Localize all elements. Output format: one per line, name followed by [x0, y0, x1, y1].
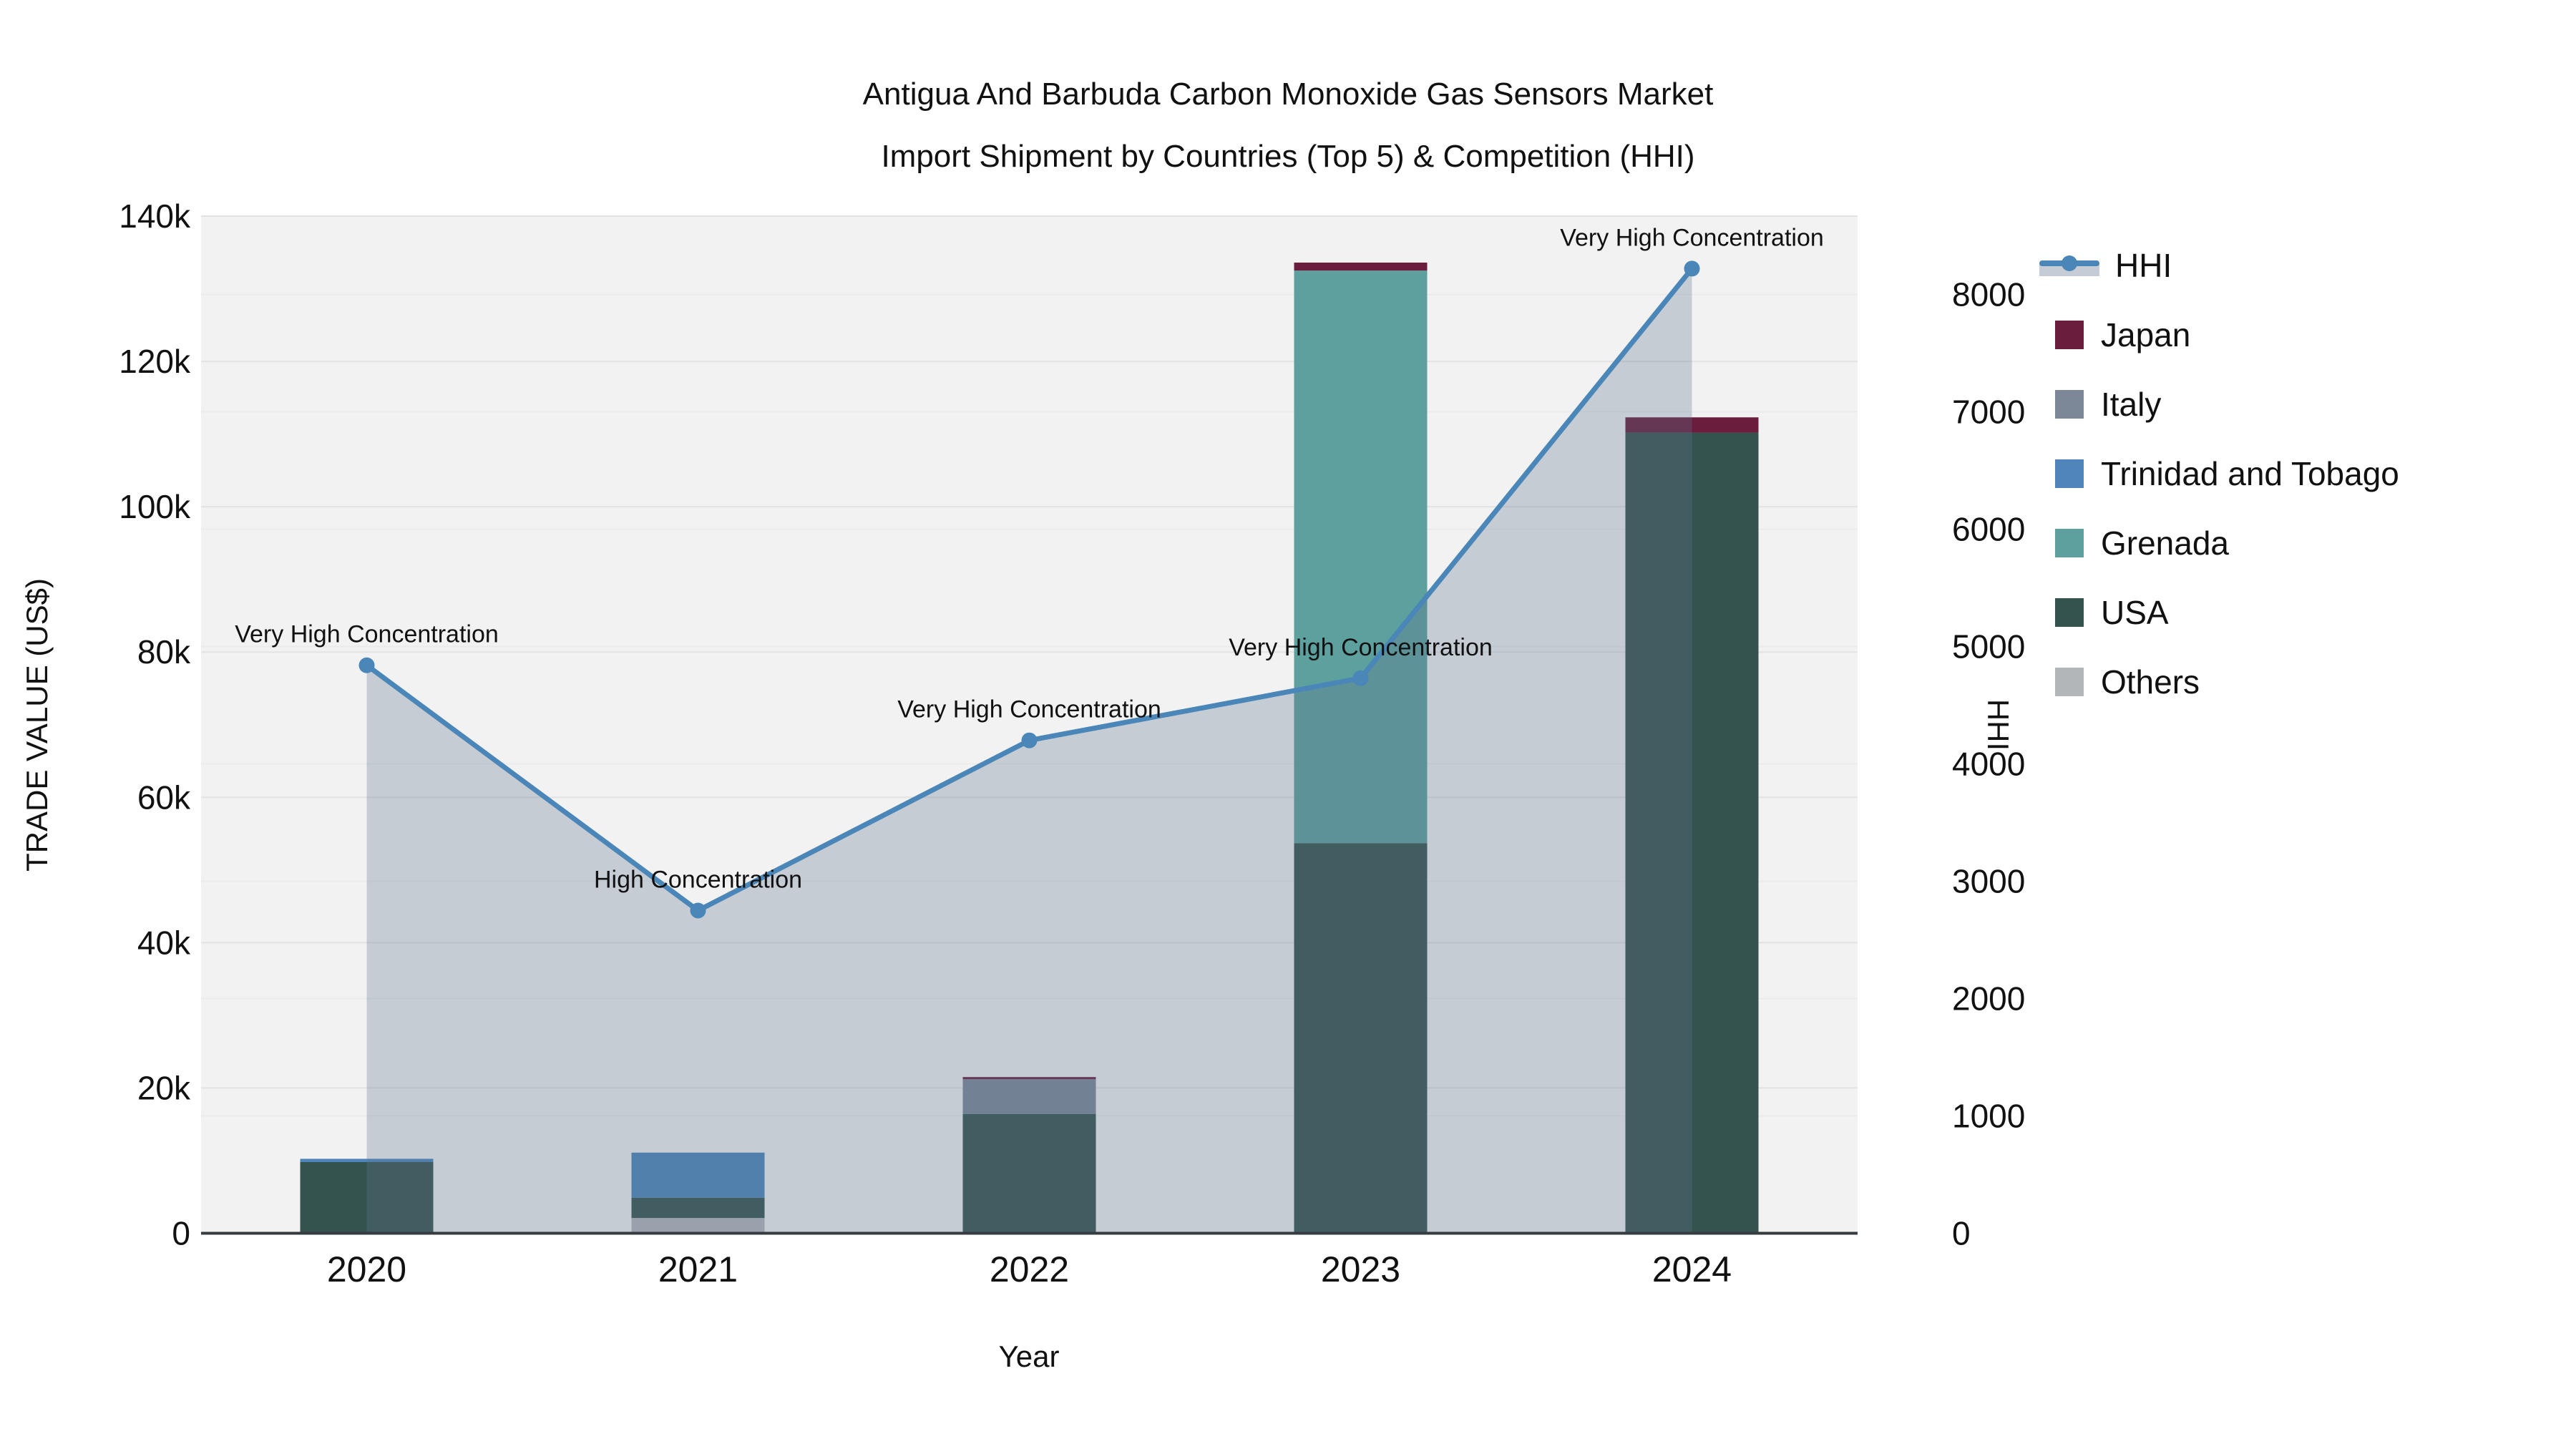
legend-color-swatch-icon [2055, 459, 2084, 488]
legend-item-grenada[interactable]: Grenada [2039, 508, 2399, 577]
y-left-tick-80k: 80k [137, 633, 191, 670]
y-left-tick-20k: 20k [137, 1069, 191, 1106]
legend-item-label: Italy [2101, 385, 2162, 423]
legend-item-italy[interactable]: Italy [2039, 369, 2399, 439]
y-right-tick-4000: 4000 [1952, 746, 2025, 783]
x-tick-2021: 2021 [658, 1249, 738, 1289]
legend-item-label: USA [2101, 593, 2169, 631]
legend-color-swatch-icon [2055, 667, 2084, 696]
hhi-marker-2024[interactable] [1684, 260, 1700, 277]
legend-item-label: Trinidad and Tobago [2101, 454, 2399, 492]
legend-item-usa[interactable]: USA [2039, 577, 2399, 647]
x-axis-title: Year [998, 1340, 1060, 1373]
y-left-tick-120k: 120k [119, 343, 191, 380]
y-right-tick-6000: 6000 [1952, 511, 2025, 548]
y-right-tick-3000: 3000 [1952, 863, 2025, 900]
legend: HHI Japan Italy Trinidad and Tobago Grenada U… [2039, 230, 2399, 716]
legend-item-japan[interactable]: Japan [2039, 300, 2399, 369]
legend-color-swatch-icon [2055, 528, 2084, 557]
annotation-2024: Very High Concentration [1560, 224, 1824, 251]
bar-usa-2024[interactable] [1625, 432, 1759, 1234]
annotation-2023: Very High Concentration [1229, 634, 1493, 661]
legend-color-swatch-icon [2055, 389, 2084, 419]
chart-title-line1: Antigua And Barbuda Carbon Monoxide Gas … [862, 77, 1714, 112]
x-tick-2020: 2020 [327, 1249, 406, 1289]
bar-usa-2021[interactable] [631, 1197, 765, 1219]
y-right-tick-0: 0 [1952, 1215, 1971, 1252]
hhi-marker-2021[interactable] [690, 902, 706, 919]
hhi-area-fill [366, 268, 1692, 1234]
legend-color-swatch-icon [2055, 320, 2084, 349]
legend-item-label: Others [2101, 663, 2200, 701]
legend-item-label: Japan [2101, 316, 2191, 353]
x-tick-2022: 2022 [990, 1249, 1069, 1289]
bar-japan-2022[interactable] [962, 1077, 1096, 1080]
y-right-tick-2000: 2000 [1952, 980, 2025, 1018]
x-tick-2023: 2023 [1321, 1249, 1400, 1289]
annotation-2022: Very High Concentration [897, 696, 1161, 723]
x-tick-2024: 2024 [1652, 1249, 1732, 1289]
bar-others-2021[interactable] [631, 1218, 765, 1234]
y-right-tick-7000: 7000 [1952, 394, 2025, 431]
bar-italy-2022[interactable] [962, 1079, 1096, 1114]
legend-item-trinidad-and-tobago[interactable]: Trinidad and Tobago [2039, 439, 2399, 508]
bar-trinidad-and-tobago-2021[interactable] [631, 1152, 765, 1198]
hhi-marker-2020[interactable] [358, 657, 375, 673]
bar-japan-2024[interactable] [1625, 417, 1759, 433]
legend-item-label: HHI [2115, 246, 2172, 284]
bar-grenada-2023[interactable] [1294, 270, 1428, 844]
plot-background [201, 216, 1858, 1234]
annotation-2020: Very High Concentration [235, 621, 499, 648]
y-left-tick-140k: 140k [119, 197, 191, 235]
y-left-tick-40k: 40k [137, 924, 191, 961]
y-left-tick-60k: 60k [137, 779, 191, 816]
bar-usa-2022[interactable] [962, 1113, 1096, 1234]
chart-title-line2: Import Shipment by Countries (Top 5) & C… [881, 139, 1695, 174]
hhi-marker-2022[interactable] [1021, 732, 1038, 748]
hhi-marker-2023[interactable] [1352, 670, 1369, 686]
legend-color-swatch-icon [2055, 597, 2084, 627]
bar-trinidad-and-tobago-2020[interactable] [300, 1158, 434, 1162]
y-left-tick-0: 0 [172, 1215, 190, 1252]
y-left-tick-100k: 100k [119, 488, 191, 525]
legend-item-hhi[interactable]: HHI [2039, 230, 2399, 300]
y-right-tick-5000: 5000 [1952, 628, 2025, 665]
legend-item-others[interactable]: Others [2039, 647, 2399, 716]
legend-item-label: Grenada [2101, 524, 2230, 562]
y-right-tick-1000: 1000 [1952, 1098, 2025, 1135]
bar-usa-2020[interactable] [300, 1161, 434, 1234]
legend-line-swatch-icon [2039, 255, 2099, 276]
y-right-tick-8000: 8000 [1952, 276, 2025, 313]
bar-japan-2023[interactable] [1294, 262, 1428, 271]
annotation-2021: High Concentration [594, 867, 802, 894]
bar-usa-2023[interactable] [1294, 843, 1428, 1234]
